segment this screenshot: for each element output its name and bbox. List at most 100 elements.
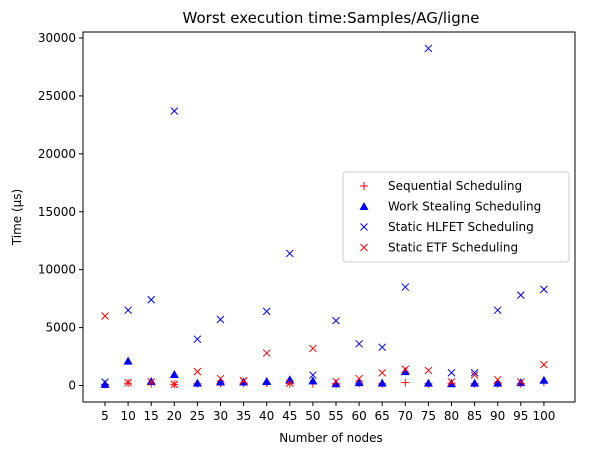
y-tick-label: 25000	[38, 89, 76, 103]
legend-marker	[360, 182, 368, 190]
x-tick-label: 15	[144, 409, 159, 423]
data-point	[147, 295, 156, 304]
y-tick-label: 0	[68, 379, 76, 393]
data-point	[309, 371, 317, 379]
data-point	[147, 378, 156, 386]
data-point	[308, 376, 318, 385]
data-point	[123, 356, 133, 365]
data-point	[262, 376, 272, 385]
data-point	[377, 378, 387, 387]
legend-marker	[359, 202, 369, 210]
data-point	[470, 368, 479, 377]
data-point	[216, 374, 225, 383]
y-axis: 0 5000 10000 15000 20000 25000 30000	[38, 31, 83, 393]
data-point	[447, 368, 456, 377]
data-point	[169, 369, 179, 378]
chart-title: Worst execution time:Samples/AG/ligne	[183, 9, 480, 27]
y-tick-label: 30000	[38, 31, 76, 45]
legend-entry: Work Stealing Scheduling	[388, 200, 541, 214]
data-point	[285, 249, 294, 258]
data-point	[470, 378, 480, 387]
data-point	[378, 368, 387, 377]
legend-marker	[360, 243, 368, 252]
data-point	[101, 312, 109, 320]
data-point	[124, 378, 132, 387]
data-point	[516, 378, 525, 386]
x-tick-label: 70	[398, 409, 413, 423]
legend-marker	[360, 223, 368, 231]
x-tick-label: 35	[236, 409, 251, 423]
data-point	[262, 349, 271, 357]
data-point	[355, 374, 363, 383]
x-axis-label: Number of nodes	[279, 431, 383, 445]
data-point	[355, 339, 363, 348]
x-tick-label: 50	[305, 409, 320, 423]
x-tick-label: 25	[190, 409, 205, 423]
data-point	[193, 367, 202, 376]
x-tick-label: 10	[120, 409, 135, 423]
x-tick-label: 75	[421, 409, 436, 423]
y-tick-label: 10000	[38, 263, 76, 277]
x-axis: 5 10 15 20 25 30 35 40 45 50 55 60 65 70 75 80 85 90 95 100	[101, 402, 555, 423]
series-work-stealing-scheduling	[100, 356, 549, 388]
legend-entry: Static HLFET Scheduling	[388, 220, 534, 234]
series-static-etf-scheduling	[101, 312, 548, 389]
x-tick-label: 65	[375, 409, 390, 423]
data-point	[401, 378, 410, 387]
data-point	[540, 360, 548, 369]
data-point	[262, 307, 271, 316]
x-tick-label: 80	[444, 409, 459, 423]
series-static-hlfet-scheduling	[101, 44, 548, 386]
data-point	[170, 380, 179, 389]
data-point	[146, 376, 156, 385]
data-point	[401, 365, 410, 374]
data-point	[447, 378, 456, 386]
x-tick-label: 55	[328, 409, 343, 423]
legend-entry: Static ETF Scheduling	[388, 241, 518, 255]
y-tick-label: 15000	[38, 205, 76, 219]
data-point	[516, 291, 525, 300]
y-axis-label: Time (µs)	[10, 189, 24, 246]
x-tick-label: 60	[351, 409, 366, 423]
data-point	[331, 379, 341, 388]
data-point	[424, 44, 433, 53]
data-point	[493, 375, 502, 384]
data-point	[100, 379, 110, 388]
x-tick-label: 90	[490, 409, 505, 423]
data-point	[447, 379, 456, 388]
data-point	[193, 335, 202, 344]
data-point	[400, 367, 410, 376]
x-tick-label: 5	[101, 409, 109, 423]
x-tick-label: 30	[213, 409, 228, 423]
data-point	[309, 344, 317, 353]
data-point	[332, 316, 340, 325]
data-point	[192, 378, 202, 387]
x-tick-label: 100	[532, 409, 555, 423]
data-point	[470, 371, 479, 379]
x-tick-label: 40	[259, 409, 274, 423]
data-point	[493, 306, 502, 315]
x-tick-label: 85	[467, 409, 482, 423]
data-point	[354, 378, 364, 387]
data-point	[216, 315, 225, 324]
data-point	[539, 375, 549, 384]
data-point	[332, 377, 340, 386]
y-tick-label: 5000	[45, 321, 76, 335]
data-point	[424, 366, 433, 375]
data-point	[493, 378, 503, 387]
data-point	[285, 379, 294, 388]
data-point	[216, 377, 225, 386]
data-point	[124, 306, 132, 315]
x-tick-label: 45	[282, 409, 297, 423]
x-tick-label: 95	[513, 409, 528, 423]
data-point	[170, 107, 179, 115]
legend-entry: Sequential Scheduling	[388, 179, 522, 193]
data-point	[401, 283, 410, 291]
data-point	[239, 377, 248, 385]
data-point	[423, 378, 433, 387]
data-points	[100, 44, 549, 389]
legend-box	[342, 171, 570, 263]
y-tick-label: 20000	[38, 147, 76, 161]
data-point	[378, 343, 387, 352]
